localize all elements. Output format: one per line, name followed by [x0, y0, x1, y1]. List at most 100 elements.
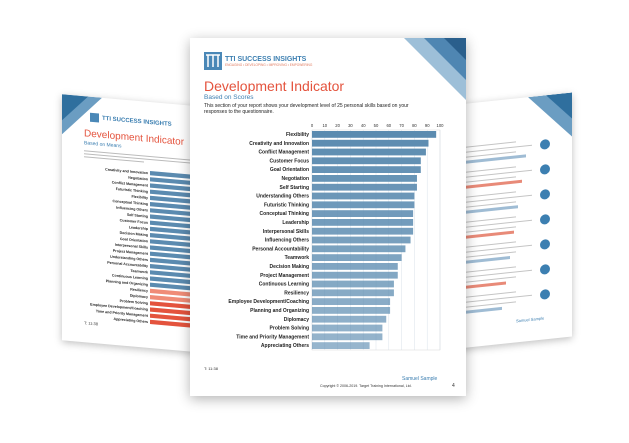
category-label: Conflict Management	[112, 180, 149, 187]
category-label: Teamwork	[131, 269, 148, 275]
page-code: T: 11:38	[204, 366, 218, 371]
brand-name: TTI SUCCESS INSIGHTS	[225, 55, 307, 63]
brand-name: TTI SUCCESS INSIGHTS	[102, 115, 172, 128]
category-label: Customer Focus	[270, 158, 310, 164]
category-label: Influencing Others	[116, 206, 148, 213]
category-label: Creativity and Innovation	[105, 167, 148, 175]
score-badge-icon	[540, 188, 550, 200]
category-label: Diplomacy	[130, 294, 148, 300]
bar	[312, 324, 383, 332]
category-label: Resiliency	[130, 287, 148, 293]
x-tick-label: 40	[361, 123, 366, 128]
bar	[150, 313, 196, 322]
x-tick-label: 100	[437, 123, 445, 128]
category-label: Time and Priority Management	[236, 334, 309, 340]
category-label: Project Management	[113, 249, 149, 256]
bar	[312, 298, 391, 305]
development-chart: 0 10 20 30 40 50 60 70 80 90 100 Flexibility Creativ…	[228, 123, 445, 351]
category-label: Conceptual Thinking	[113, 199, 148, 206]
category-label: Personal Accountability	[252, 246, 309, 252]
bar	[312, 157, 421, 165]
score-badge-icon	[540, 213, 550, 225]
bar	[150, 301, 198, 310]
category-label: Flexibility	[131, 195, 148, 200]
logo-mark-icon	[90, 112, 99, 123]
category-label: Employee Development/Coaching	[90, 303, 148, 312]
x-tick-label: 70	[399, 123, 404, 128]
brand-tagline: ENGAGING • DEVELOPING • IMPROVING • EMPO…	[225, 62, 313, 67]
category-label: Interpersonal Skills	[263, 229, 309, 235]
bar	[150, 282, 202, 292]
category-label: Diplomacy	[284, 317, 310, 323]
page-subtitle: Based on Scores	[204, 94, 254, 101]
bar	[312, 271, 398, 279]
x-tick-label: 0	[311, 123, 314, 128]
sample-name: Samuel Sample	[402, 376, 438, 382]
category-label: Self Starting	[127, 213, 148, 219]
category-label: Problem Solving	[120, 299, 148, 305]
category-label: Appreciating Others	[114, 317, 148, 324]
bar	[312, 192, 415, 200]
logo-mark-icon	[204, 52, 222, 70]
page-title: Development Indicator	[204, 78, 345, 94]
bar	[150, 276, 203, 286]
bar	[312, 307, 391, 314]
category-label: Futuristic Thinking	[116, 187, 148, 194]
category-label: Personal Accountability	[107, 261, 148, 269]
x-tick-label: 80	[412, 123, 417, 128]
bar	[312, 139, 429, 147]
corner-decoration	[62, 94, 102, 135]
bar	[312, 333, 383, 341]
bar	[312, 236, 411, 244]
category-label: Flexibility	[286, 132, 309, 138]
category-label: Decision Making	[270, 264, 309, 270]
bar	[312, 289, 394, 297]
score-badge-icon	[540, 288, 550, 300]
bar	[312, 148, 426, 156]
category-label: Continuous Learning	[259, 282, 309, 288]
category-label: Time and Priority Management	[96, 309, 149, 318]
bar	[312, 166, 421, 173]
corner-decoration	[404, 38, 466, 100]
corner-decoration	[528, 92, 572, 137]
category-label: Negotiation	[128, 176, 148, 182]
bar	[312, 315, 387, 323]
x-tick-label: 50	[374, 123, 379, 128]
category-label: Understanding Others	[110, 255, 148, 262]
bar	[312, 201, 415, 209]
bar	[312, 183, 417, 191]
page-code: T: 11:38	[84, 320, 98, 327]
category-label: Leadership	[129, 225, 149, 231]
category-label: Leadership	[282, 220, 309, 226]
category-label: Problem Solving	[270, 326, 309, 332]
category-label: Planning and Organizing	[250, 308, 309, 314]
category-label: Futuristic Thinking	[264, 202, 309, 208]
category-label: Conflict Management	[258, 150, 309, 156]
bar	[312, 280, 394, 288]
score-badge-icon	[540, 238, 550, 250]
category-label: Conceptual Thinking	[260, 211, 309, 217]
bar	[150, 295, 200, 304]
bar	[312, 175, 417, 182]
category-label: Negotiation	[282, 176, 310, 182]
intro-text: This section of your report shows your d…	[204, 103, 409, 115]
category-label: Project Management	[260, 273, 309, 279]
x-tick-label: 90	[425, 123, 430, 128]
x-tick-label: 60	[386, 123, 391, 128]
brand-logo: TTI SUCCESS INSIGHTS	[90, 112, 172, 129]
category-label: Employee Development/Coaching	[228, 299, 309, 305]
bar	[312, 263, 398, 270]
category-label: Teamwork	[285, 255, 310, 261]
bar	[312, 342, 370, 349]
category-label: Appreciating Others	[261, 343, 309, 349]
category-label: Continuous Learning	[112, 273, 148, 280]
bar	[150, 319, 194, 328]
category-label: Customer Focus	[120, 218, 148, 224]
bar	[150, 288, 201, 298]
front-report-page: TTI SUCCESS INSIGHTS ENGAGING • DEVELOPI…	[190, 38, 466, 396]
brand-logo: TTI SUCCESS INSIGHTS ENGAGING • DEVELOPI…	[204, 52, 312, 70]
bar	[312, 219, 414, 226]
page-number: 4	[452, 383, 455, 389]
x-tick-label: 10	[322, 123, 327, 128]
x-tick-label: 20	[335, 123, 340, 128]
